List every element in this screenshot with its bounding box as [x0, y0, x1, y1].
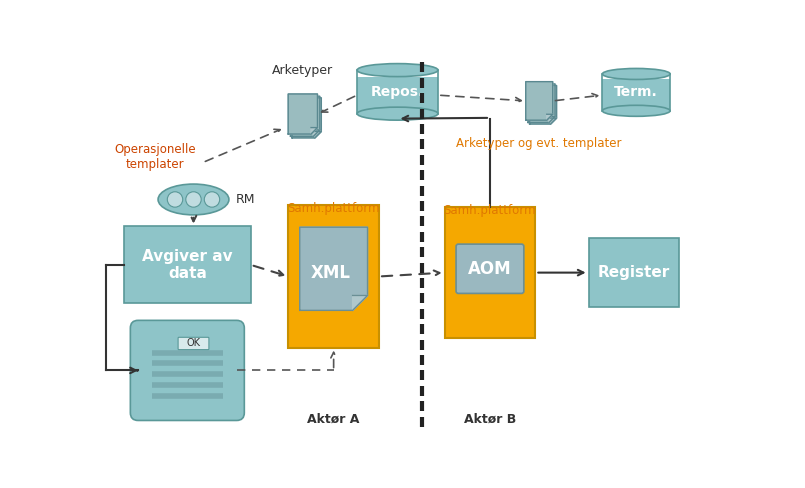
Text: Register: Register [598, 265, 670, 280]
Text: Avgiver av
data: Avgiver av data [142, 249, 233, 281]
Polygon shape [353, 295, 368, 310]
FancyBboxPatch shape [130, 320, 245, 421]
FancyBboxPatch shape [456, 244, 524, 293]
Circle shape [186, 192, 201, 207]
Polygon shape [292, 98, 321, 138]
Polygon shape [291, 96, 320, 136]
Text: RM: RM [236, 193, 255, 206]
Ellipse shape [357, 63, 438, 77]
Ellipse shape [357, 107, 438, 120]
Bar [357, 77, 438, 114]
Polygon shape [313, 130, 320, 136]
Bar [124, 226, 251, 304]
Polygon shape [530, 85, 556, 124]
Circle shape [167, 192, 183, 207]
Text: Samh.plattform: Samh.plattform [287, 202, 380, 215]
Polygon shape [549, 117, 555, 122]
Bar [588, 238, 679, 307]
Text: Term.: Term. [614, 85, 658, 100]
Bar [444, 207, 535, 338]
Bar [602, 80, 670, 111]
Bar [288, 205, 379, 347]
Text: OK: OK [187, 339, 200, 348]
Ellipse shape [602, 105, 670, 116]
Polygon shape [551, 118, 556, 124]
Polygon shape [547, 114, 553, 120]
Text: Operasjonelle
templater: Operasjonelle templater [114, 143, 196, 171]
Ellipse shape [602, 68, 670, 80]
Polygon shape [311, 127, 317, 134]
FancyBboxPatch shape [178, 337, 209, 349]
Text: XML: XML [311, 264, 351, 282]
Circle shape [204, 192, 220, 207]
Text: Arketyper og evt. templater: Arketyper og evt. templater [456, 137, 622, 150]
Text: Repos.: Repos. [371, 85, 424, 99]
Polygon shape [315, 131, 321, 138]
Polygon shape [528, 84, 555, 122]
Polygon shape [299, 227, 368, 310]
Polygon shape [288, 94, 317, 134]
Polygon shape [526, 81, 553, 120]
Text: Aktør B: Aktør B [464, 412, 516, 426]
Text: Samh.plattform: Samh.plattform [444, 204, 536, 217]
Ellipse shape [158, 184, 229, 215]
Text: AOM: AOM [469, 260, 512, 278]
Text: Aktør A: Aktør A [308, 412, 360, 426]
Text: Arketyper: Arketyper [272, 63, 333, 77]
